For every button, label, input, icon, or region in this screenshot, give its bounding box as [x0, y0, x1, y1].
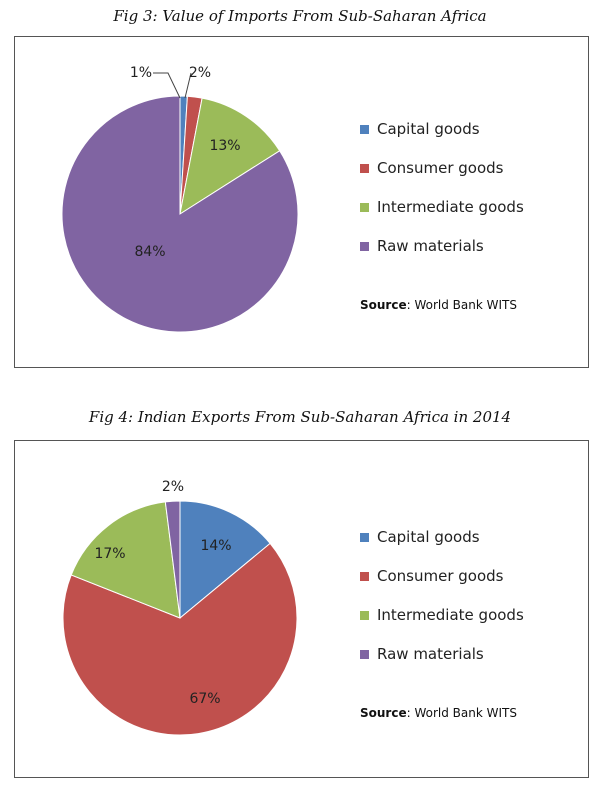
data-label-capital-goods: 1%: [130, 65, 152, 81]
data-label-intermediate-goods: 13%: [209, 138, 240, 154]
legend-label-raw-materials: Raw materials: [377, 237, 484, 255]
pie-slice-consumer-goods: [62, 542, 298, 736]
legend-label-consumer-goods: Consumer goods: [377, 567, 504, 585]
pie-slice-raw-materials: [164, 500, 181, 619]
leader-line: [184, 72, 192, 99]
source-note-fig4: Source: World Bank WITS: [360, 706, 517, 720]
legend-label-intermediate-goods: Intermediate goods: [377, 606, 524, 624]
pie-slice-intermediate-goods: [70, 501, 181, 619]
data-label-intermediate-goods: 17%: [94, 546, 125, 562]
legend-swatch-capital-goods: [360, 533, 369, 542]
legend-label-consumer-goods: Consumer goods: [377, 159, 504, 177]
chart-title-fig3: Fig 3: Value of Imports From Sub-Saharan…: [113, 7, 487, 25]
source-text: : World Bank WITS: [406, 706, 517, 720]
pie-slice-raw-materials: [61, 95, 299, 333]
legend-swatch-intermediate-goods: [360, 611, 369, 620]
legend-label-capital-goods: Capital goods: [377, 120, 480, 138]
source-label: Source: [360, 298, 407, 312]
legend-label-intermediate-goods: Intermediate goods: [377, 198, 524, 216]
legend-swatch-intermediate-goods: [360, 203, 369, 212]
legend-swatch-raw-materials: [360, 650, 369, 659]
source-note-fig3: Source: World Bank WITS: [360, 298, 517, 312]
legend-swatch-consumer-goods: [360, 572, 369, 581]
data-label-consumer-goods: 2%: [189, 65, 211, 81]
legend-label-raw-materials: Raw materials: [377, 645, 484, 663]
source-label: Source: [360, 706, 407, 720]
pie-chart-fig4: 14% 67% 17% 2% Capital goods Consumer goods In…: [62, 479, 524, 736]
legend-swatch-raw-materials: [360, 242, 369, 251]
data-label-raw-materials: 2%: [162, 479, 184, 495]
chart-title-fig4: Fig 4: Indian Exports From Sub-Saharan A…: [88, 408, 512, 426]
chart-frame-fig3: 1% 2% 13% 84% Capital goods Consumer goods Int…: [14, 36, 589, 368]
pie-slice-capital-goods: [179, 500, 271, 620]
legend-swatch-consumer-goods: [360, 164, 369, 173]
legend-label-capital-goods: Capital goods: [377, 528, 480, 546]
data-label-raw-materials: 84%: [134, 244, 165, 260]
chart-frame-fig4: 14% 67% 17% 2% Capital goods Consumer goods In…: [14, 440, 589, 778]
data-label-consumer-goods: 67%: [189, 691, 220, 707]
leader-line: [153, 72, 181, 99]
pie-chart-fig3: 1% 2% 13% 84% Capital goods Consumer goods Int…: [61, 65, 524, 333]
data-label-capital-goods: 14%: [200, 538, 231, 554]
source-text: : World Bank WITS: [406, 298, 517, 312]
pie-slice-intermediate-goods: [179, 97, 281, 216]
legend-swatch-capital-goods: [360, 125, 369, 134]
